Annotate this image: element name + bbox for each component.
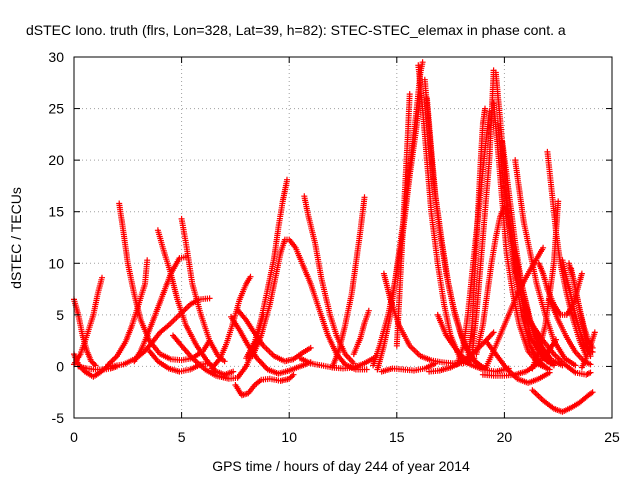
series-markers <box>568 265 596 351</box>
y-tick-label: 10 <box>48 255 64 271</box>
x-tick-label: 5 <box>178 429 186 445</box>
series-pass-21 <box>329 194 368 371</box>
x-tick-label: 25 <box>604 429 620 445</box>
series-pass-27 <box>393 91 413 349</box>
series-pass-09 <box>154 227 237 378</box>
series-pass-54 <box>578 329 598 371</box>
series-pass-17 <box>243 176 290 362</box>
series-markers <box>146 348 213 375</box>
series-pass-52 <box>568 265 596 351</box>
x-tick-label: 10 <box>281 429 297 445</box>
series-markers <box>350 307 372 358</box>
y-tick-label: 20 <box>48 152 64 168</box>
series-markers <box>249 236 370 373</box>
series-markers <box>415 62 471 367</box>
series-markers <box>559 257 596 355</box>
x-tick-label: 0 <box>70 429 78 445</box>
series-pass-35 <box>469 67 497 360</box>
series-markers <box>178 215 228 365</box>
series-markers <box>232 371 297 399</box>
series-pass-40 <box>473 203 551 365</box>
y-axis-label: dSTEC / TECUs <box>8 187 24 289</box>
x-axis-label: GPS time / hours of day 244 of year 2014 <box>212 458 470 474</box>
series-markers <box>473 203 551 365</box>
plot-frame <box>73 56 613 419</box>
series-markers <box>329 194 368 371</box>
series-markers <box>393 91 413 349</box>
series-markers <box>464 105 488 364</box>
data-series <box>71 59 598 415</box>
series-pass-11 <box>178 215 228 365</box>
series-markers <box>378 360 439 375</box>
series-markers <box>520 306 594 378</box>
y-tick-label: 25 <box>48 101 64 117</box>
y-tick-label: 5 <box>56 307 64 323</box>
series-pass-43 <box>482 244 547 373</box>
series-pass-18 <box>249 236 370 373</box>
series-pass-46 <box>544 148 590 360</box>
series-markers <box>243 176 290 362</box>
series-markers <box>482 244 547 373</box>
series-pass-50 <box>559 257 596 355</box>
series-pass-19 <box>301 193 357 367</box>
series-pass-47 <box>529 387 596 415</box>
chart-title: dSTEC Iono. truth (flrs, Lon=328, Lat=39… <box>26 22 566 38</box>
series-markers <box>544 148 590 360</box>
series-markers <box>578 329 598 371</box>
x-tick-label: 15 <box>389 429 405 445</box>
y-tick-label: 15 <box>48 204 64 220</box>
y-tick-label: -5 <box>52 410 65 426</box>
series-markers <box>301 193 357 367</box>
series-markers <box>154 227 237 378</box>
x-tick-label: 20 <box>497 429 513 445</box>
series-markers <box>529 387 596 415</box>
y-tick-label: 30 <box>48 49 64 65</box>
series-pass-24 <box>378 360 439 375</box>
series-pass-06 <box>105 257 151 368</box>
series-markers <box>469 67 497 360</box>
series-pass-28 <box>415 62 471 367</box>
series-pass-48 <box>520 306 594 378</box>
series-pass-34 <box>464 105 488 364</box>
series-markers <box>512 157 579 369</box>
series-markers <box>105 257 151 368</box>
series-pass-44 <box>512 157 579 369</box>
y-tick-label: 0 <box>56 358 64 374</box>
series-pass-22 <box>350 307 372 358</box>
series-pass-10 <box>146 348 213 375</box>
axes: 0 5 10 15 20 25 -5 0 5 10 15 20 25 30 <box>48 49 620 445</box>
series-pass-13 <box>232 371 297 399</box>
